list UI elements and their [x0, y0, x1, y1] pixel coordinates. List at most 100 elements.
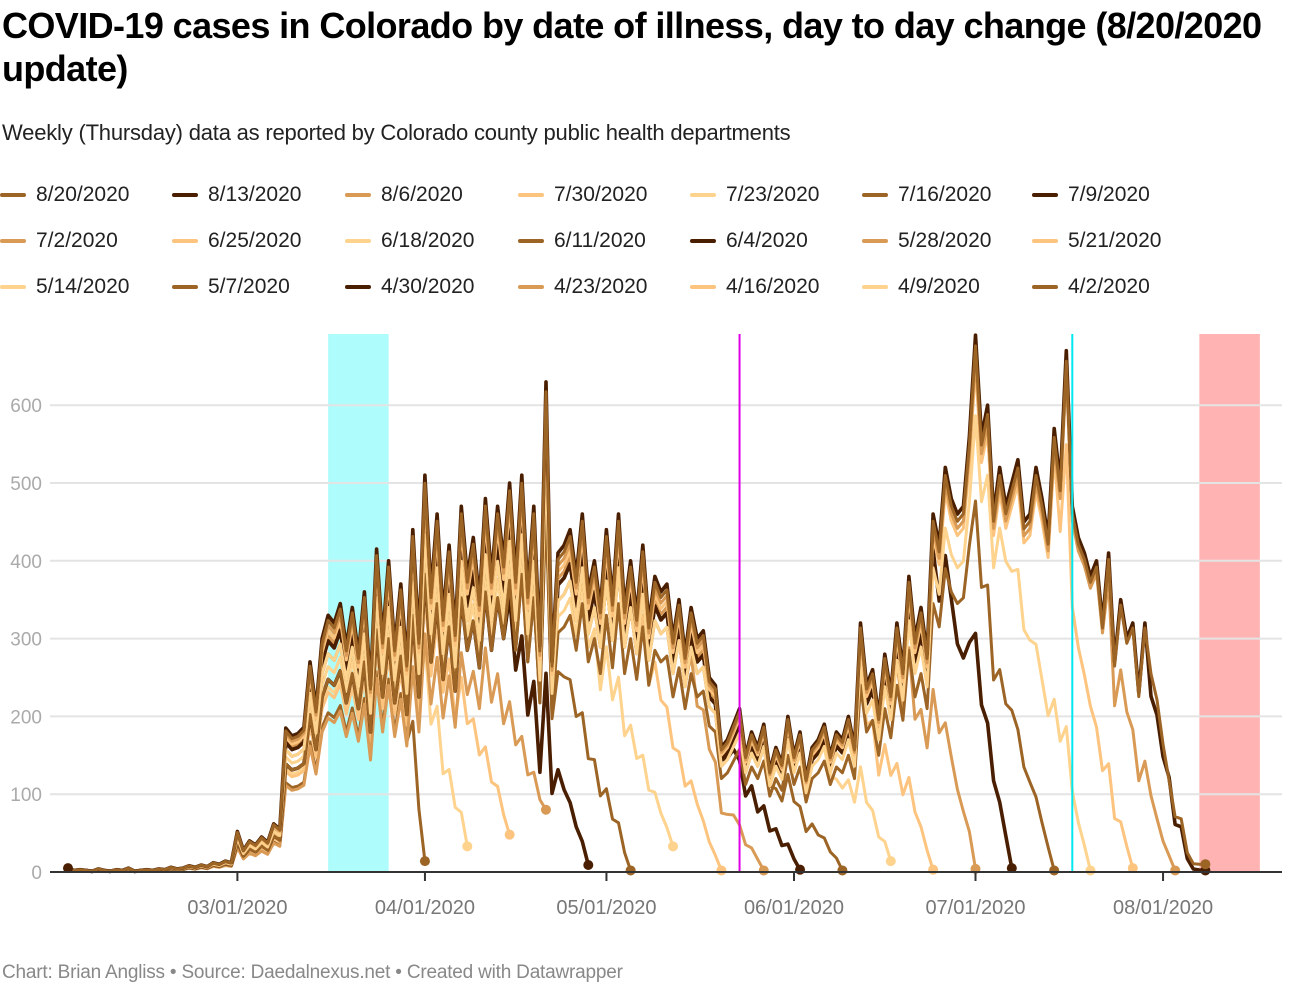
legend-swatch — [862, 193, 888, 197]
legend-label: 4/16/2020 — [726, 275, 820, 298]
legend-swatch — [172, 285, 198, 289]
legend-label: 7/2/2020 — [36, 229, 118, 252]
legend-item[interactable]: 5/14/2020 — [0, 272, 129, 302]
legend-swatch — [172, 239, 198, 243]
legend-swatch — [518, 193, 544, 197]
series-end-marker — [928, 864, 939, 875]
legend-label: 6/25/2020 — [208, 229, 302, 252]
legend-label: 6/18/2020 — [381, 229, 475, 252]
line-chart: 0 100 200 300 400 500 600 03/01/2020 04/01/2020… — [10, 333, 1282, 919]
legend-item[interactable]: 4/23/2020 — [518, 272, 647, 302]
chart-title: COVID-19 cases in Colorado by date of il… — [2, 5, 1262, 89]
legend-label: 7/23/2020 — [726, 183, 820, 206]
legend-swatch — [1032, 285, 1058, 289]
legend-swatch — [690, 239, 716, 243]
legend-label: 7/30/2020 — [554, 183, 648, 206]
gridlines: 0 100 200 300 400 500 600 — [10, 396, 1282, 884]
legend-swatch — [518, 285, 544, 289]
legend-item[interactable]: 5/28/2020 — [862, 226, 991, 256]
legend-swatch — [0, 285, 26, 289]
x-tick-label: 03/01/2020 — [187, 897, 287, 919]
legend-label: 8/6/2020 — [381, 183, 463, 206]
series-end-marker — [1049, 865, 1060, 876]
legend-item[interactable]: 4/9/2020 — [862, 272, 980, 302]
x-tick-label: 04/01/2020 — [375, 897, 475, 919]
x-tick-label: 06/01/2020 — [744, 897, 844, 919]
series-end-marker — [540, 804, 551, 815]
y-tick-label: 200 — [10, 707, 42, 728]
chart-credit: Chart: Brian Angliss • Source: Daedalnex… — [2, 962, 623, 983]
series-end-marker — [837, 865, 848, 876]
series-end-marker — [583, 859, 594, 870]
series-end-marker — [419, 856, 430, 867]
series-end-marker — [885, 856, 896, 867]
legend-swatch — [1032, 239, 1058, 243]
series-end-marker — [795, 864, 806, 875]
legend-swatch — [862, 239, 888, 243]
legend-item[interactable]: 5/21/2020 — [1032, 226, 1161, 256]
legend-swatch — [1032, 193, 1058, 197]
legend-item[interactable]: 8/6/2020 — [345, 180, 463, 210]
legend-item[interactable]: 7/16/2020 — [862, 180, 991, 210]
series-end-marker — [758, 865, 769, 876]
legend-label: 4/9/2020 — [898, 275, 980, 298]
legend-swatch — [862, 285, 888, 289]
legend-swatch — [0, 239, 26, 243]
series-end-marker — [1006, 863, 1017, 874]
legend-swatch — [0, 193, 26, 197]
legend-item[interactable]: 6/18/2020 — [345, 226, 474, 256]
legend-swatch — [345, 239, 371, 243]
y-tick-label: 600 — [10, 396, 42, 417]
series-line-7-23-2020 — [67, 414, 1092, 873]
legend-item[interactable]: 8/20/2020 — [0, 180, 129, 210]
legend-item[interactable]: 6/4/2020 — [690, 226, 808, 256]
legend-label: 8/13/2020 — [208, 183, 302, 206]
x-tick-label: 08/01/2020 — [1113, 897, 1213, 919]
series-end-marker — [1200, 859, 1211, 870]
legend-swatch — [690, 285, 716, 289]
y-tick-label: 0 — [31, 863, 42, 884]
legend-item[interactable]: 4/16/2020 — [690, 272, 819, 302]
series-start-marker — [63, 863, 73, 874]
legend-label: 4/23/2020 — [554, 275, 648, 298]
legend-label: 7/16/2020 — [898, 183, 992, 206]
series-lines — [63, 333, 1211, 876]
x-axis: 03/01/2020 04/01/2020 05/01/2020 06/01/2020… — [50, 871, 1282, 919]
series-line-8-20-2020 — [67, 344, 1206, 873]
legend-label: 5/14/2020 — [36, 275, 130, 298]
legend-label: 4/30/2020 — [381, 275, 475, 298]
series-end-marker — [504, 829, 515, 840]
legend-label: 6/11/2020 — [554, 229, 646, 252]
legend-swatch — [345, 193, 371, 197]
series-end-marker — [462, 841, 473, 852]
legend-item[interactable]: 7/9/2020 — [1032, 180, 1150, 210]
legend-item[interactable]: 4/2/2020 — [1032, 272, 1150, 302]
legend-item[interactable]: 7/2/2020 — [0, 226, 118, 256]
legend-label: 5/21/2020 — [1068, 229, 1162, 252]
series-end-marker — [1170, 865, 1181, 876]
legend-item[interactable]: 7/30/2020 — [518, 180, 647, 210]
legend-item[interactable]: 8/13/2020 — [172, 180, 301, 210]
legend-swatch — [518, 239, 544, 243]
series-end-marker — [1085, 865, 1096, 876]
legend-swatch — [172, 193, 198, 197]
series-end-marker — [1127, 863, 1138, 874]
legend-item[interactable]: 7/23/2020 — [690, 180, 819, 210]
legend-item[interactable]: 6/25/2020 — [172, 226, 301, 256]
highlight-band — [1199, 334, 1260, 872]
legend-item[interactable]: 6/11/2020 — [518, 226, 646, 256]
series-end-marker — [716, 865, 727, 876]
series-end-marker — [668, 841, 678, 852]
legend-label: 8/20/2020 — [36, 183, 130, 206]
legend-label: 6/4/2020 — [726, 229, 808, 252]
x-tick-label: 05/01/2020 — [556, 897, 656, 919]
legend-label: 4/2/2020 — [1068, 275, 1150, 298]
series-end-marker — [625, 865, 636, 876]
legend-label: 5/7/2020 — [208, 275, 290, 298]
legend-item[interactable]: 5/7/2020 — [172, 272, 290, 302]
legend-item[interactable]: 4/30/2020 — [345, 272, 474, 302]
y-tick-label: 300 — [10, 630, 42, 651]
legend-swatch — [345, 285, 371, 289]
y-tick-label: 500 — [10, 474, 42, 495]
x-tick-label: 07/01/2020 — [925, 897, 1025, 919]
